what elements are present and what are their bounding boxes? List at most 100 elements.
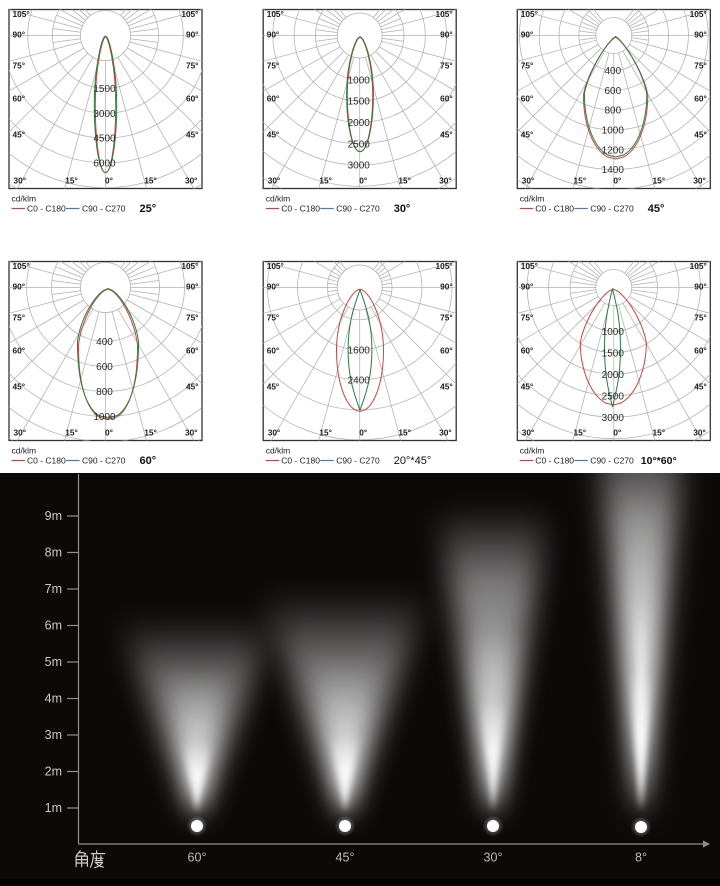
svg-text:15°: 15° bbox=[319, 176, 332, 186]
svg-text:3000: 3000 bbox=[602, 413, 625, 424]
svg-text:1000: 1000 bbox=[602, 327, 625, 338]
svg-text:600: 600 bbox=[96, 362, 113, 373]
svg-text:75°: 75° bbox=[440, 313, 453, 323]
svg-text:45°: 45° bbox=[186, 382, 199, 392]
svg-text:30°: 30° bbox=[439, 428, 452, 438]
svg-text:90°: 90° bbox=[267, 282, 280, 292]
svg-text:15°: 15° bbox=[653, 176, 666, 186]
svg-text:90°: 90° bbox=[186, 30, 199, 40]
svg-text:30°: 30° bbox=[522, 176, 535, 186]
svg-text:2000: 2000 bbox=[348, 118, 371, 129]
svg-text:45°: 45° bbox=[267, 130, 280, 140]
svg-text:30°: 30° bbox=[185, 176, 198, 186]
svg-text:2m: 2m bbox=[45, 765, 62, 779]
svg-text:105°: 105° bbox=[436, 9, 453, 19]
svg-text:600: 600 bbox=[604, 86, 621, 97]
svg-text:C90 - C270: C90 - C270 bbox=[336, 456, 380, 466]
svg-text:45°: 45° bbox=[440, 130, 453, 140]
svg-text:30°: 30° bbox=[268, 176, 281, 186]
svg-text:90°: 90° bbox=[521, 282, 534, 292]
svg-text:15°: 15° bbox=[65, 176, 78, 186]
svg-text:60°: 60° bbox=[188, 851, 207, 865]
svg-text:75°: 75° bbox=[694, 61, 707, 71]
svg-text:75°: 75° bbox=[440, 61, 453, 71]
svg-text:75°: 75° bbox=[267, 61, 280, 71]
svg-text:C0 - C180: C0 - C180 bbox=[281, 456, 320, 466]
svg-text:30°: 30° bbox=[185, 428, 198, 438]
svg-text:C90 - C270: C90 - C270 bbox=[82, 456, 126, 466]
svg-text:2500: 2500 bbox=[348, 139, 371, 150]
svg-text:5m: 5m bbox=[45, 655, 62, 669]
svg-text:2400: 2400 bbox=[348, 375, 371, 386]
svg-text:105°: 105° bbox=[521, 261, 538, 271]
svg-text:60°: 60° bbox=[521, 346, 534, 356]
svg-text:30°: 30° bbox=[268, 428, 281, 438]
svg-text:C90 - C270: C90 - C270 bbox=[336, 204, 380, 214]
svg-text:20°*45°: 20°*45° bbox=[394, 455, 432, 467]
svg-text:9m: 9m bbox=[45, 509, 62, 523]
svg-text:8°: 8° bbox=[635, 851, 647, 865]
svg-text:30°: 30° bbox=[14, 176, 27, 186]
svg-text:15°: 15° bbox=[144, 428, 157, 438]
svg-text:75°: 75° bbox=[13, 61, 26, 71]
svg-text:75°: 75° bbox=[267, 313, 280, 323]
svg-text:75°: 75° bbox=[521, 313, 534, 323]
svg-text:1200: 1200 bbox=[602, 145, 625, 156]
svg-text:15°: 15° bbox=[574, 176, 587, 186]
svg-text:15°: 15° bbox=[398, 428, 411, 438]
svg-text:0°: 0° bbox=[613, 176, 621, 186]
svg-text:105°: 105° bbox=[690, 261, 707, 271]
svg-text:90°: 90° bbox=[521, 30, 534, 40]
svg-text:45°: 45° bbox=[13, 130, 26, 140]
svg-text:60°: 60° bbox=[13, 346, 26, 356]
svg-text:3m: 3m bbox=[45, 728, 62, 742]
svg-text:60°: 60° bbox=[521, 94, 534, 104]
svg-text:C0 - C180: C0 - C180 bbox=[535, 456, 574, 466]
svg-text:0°: 0° bbox=[105, 176, 113, 186]
svg-text:90°: 90° bbox=[267, 30, 280, 40]
svg-text:45°: 45° bbox=[13, 382, 26, 392]
svg-text:105°: 105° bbox=[436, 261, 453, 271]
svg-text:cd/klm: cd/klm bbox=[266, 194, 291, 204]
svg-text:60°: 60° bbox=[186, 346, 199, 356]
svg-text:60°: 60° bbox=[186, 94, 199, 104]
svg-text:15°: 15° bbox=[319, 428, 332, 438]
svg-text:cd/klm: cd/klm bbox=[520, 194, 545, 204]
svg-text:90°: 90° bbox=[440, 282, 453, 292]
svg-text:C0 - C180: C0 - C180 bbox=[535, 204, 574, 214]
svg-text:3000: 3000 bbox=[348, 161, 371, 172]
svg-text:30°: 30° bbox=[484, 851, 503, 865]
svg-text:75°: 75° bbox=[186, 313, 199, 323]
svg-text:105°: 105° bbox=[267, 261, 284, 271]
svg-text:400: 400 bbox=[604, 66, 621, 77]
svg-text:75°: 75° bbox=[13, 313, 26, 323]
svg-text:C0 - C180: C0 - C180 bbox=[281, 204, 320, 214]
svg-text:1500: 1500 bbox=[348, 97, 371, 108]
svg-text:1600: 1600 bbox=[348, 345, 371, 356]
svg-text:90°: 90° bbox=[694, 282, 707, 292]
svg-text:90°: 90° bbox=[440, 30, 453, 40]
svg-text:45°: 45° bbox=[694, 382, 707, 392]
svg-text:60°: 60° bbox=[267, 94, 280, 104]
svg-text:6000: 6000 bbox=[93, 159, 116, 170]
svg-text:90°: 90° bbox=[186, 282, 199, 292]
svg-text:800: 800 bbox=[96, 387, 113, 398]
svg-text:45°: 45° bbox=[267, 382, 280, 392]
svg-text:30°: 30° bbox=[439, 176, 452, 186]
svg-text:45°: 45° bbox=[336, 851, 355, 865]
svg-text:45°: 45° bbox=[521, 382, 534, 392]
svg-text:45°: 45° bbox=[440, 382, 453, 392]
svg-text:7m: 7m bbox=[45, 582, 62, 596]
svg-text:cd/klm: cd/klm bbox=[12, 446, 37, 456]
svg-text:60°: 60° bbox=[694, 346, 707, 356]
svg-text:105°: 105° bbox=[521, 9, 538, 19]
svg-text:90°: 90° bbox=[13, 30, 26, 40]
svg-text:C90 - C270: C90 - C270 bbox=[590, 204, 634, 214]
svg-text:0°: 0° bbox=[613, 428, 621, 438]
svg-text:60°: 60° bbox=[694, 94, 707, 104]
svg-text:60°: 60° bbox=[440, 346, 453, 356]
svg-text:105°: 105° bbox=[13, 9, 30, 19]
svg-text:75°: 75° bbox=[521, 61, 534, 71]
svg-text:cd/klm: cd/klm bbox=[12, 194, 37, 204]
svg-text:105°: 105° bbox=[267, 9, 284, 19]
